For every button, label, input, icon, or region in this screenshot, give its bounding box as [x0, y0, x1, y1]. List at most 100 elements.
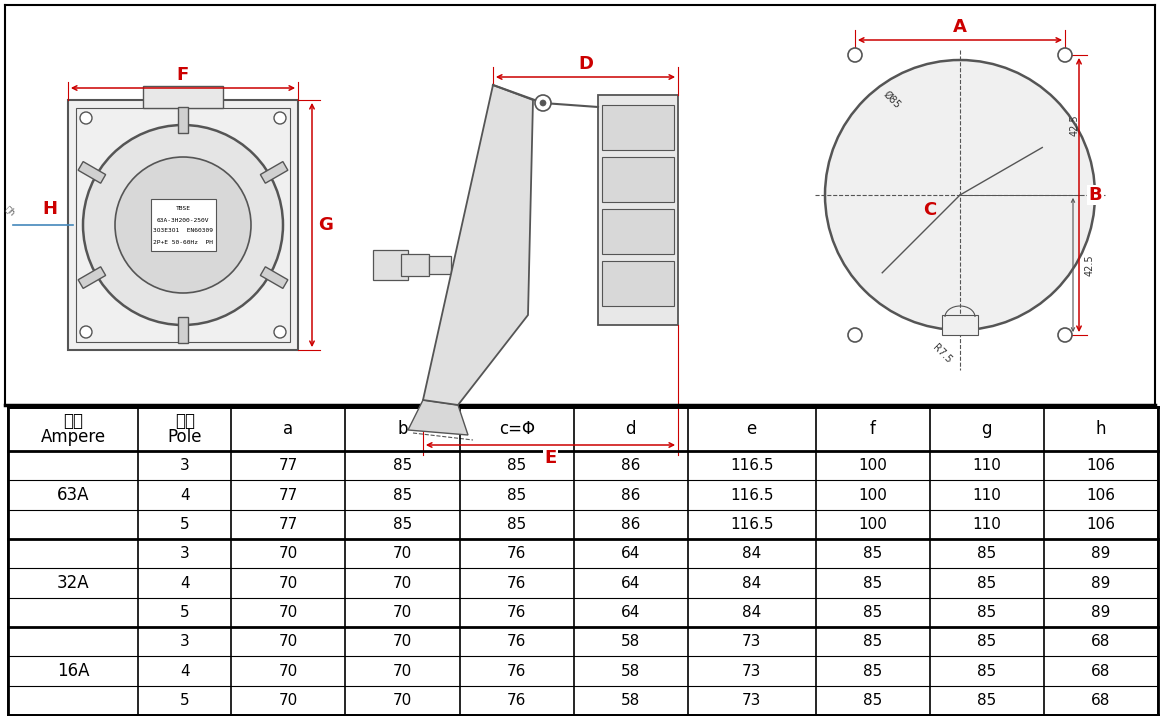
Text: 70: 70 — [393, 693, 412, 708]
Text: 70: 70 — [278, 576, 298, 591]
Text: 16A: 16A — [57, 662, 90, 680]
Text: 106: 106 — [1087, 517, 1115, 532]
Text: G: G — [318, 216, 333, 234]
Circle shape — [80, 112, 92, 124]
Text: 58: 58 — [621, 664, 641, 679]
Text: 临h: 临h — [3, 204, 16, 218]
Text: 42.5: 42.5 — [1085, 254, 1095, 276]
Text: C: C — [924, 201, 937, 219]
Polygon shape — [178, 317, 188, 343]
Text: 42.5: 42.5 — [1069, 114, 1080, 136]
Bar — [602, 157, 675, 202]
Text: 77: 77 — [278, 517, 298, 532]
Text: 68: 68 — [1092, 634, 1110, 649]
Text: 85: 85 — [863, 605, 882, 620]
Text: 85: 85 — [977, 664, 996, 679]
Text: E: E — [544, 449, 557, 467]
Text: a: a — [283, 420, 294, 438]
Bar — [942, 315, 977, 335]
Bar — [598, 95, 678, 325]
Circle shape — [115, 157, 250, 293]
Bar — [602, 261, 675, 306]
Text: 64: 64 — [621, 546, 641, 561]
Bar — [429, 256, 451, 274]
Text: 3: 3 — [179, 546, 190, 561]
Text: 77: 77 — [278, 488, 298, 503]
Text: 85: 85 — [393, 517, 412, 532]
Text: 89: 89 — [1092, 605, 1110, 620]
Text: 70: 70 — [278, 634, 298, 649]
Text: 70: 70 — [393, 546, 412, 561]
Text: 76: 76 — [507, 634, 527, 649]
Polygon shape — [260, 162, 288, 183]
Text: 85: 85 — [977, 546, 996, 561]
Text: 106: 106 — [1087, 488, 1115, 503]
Text: 85: 85 — [977, 576, 996, 591]
Text: 86: 86 — [621, 458, 641, 473]
Text: 5: 5 — [179, 605, 190, 620]
Text: 73: 73 — [742, 664, 762, 679]
Text: 85: 85 — [393, 488, 412, 503]
Text: 77: 77 — [278, 458, 298, 473]
Text: c=Φ: c=Φ — [499, 420, 535, 438]
Text: 110: 110 — [973, 458, 1001, 473]
Text: F: F — [177, 66, 189, 84]
Text: d: d — [626, 420, 636, 438]
Bar — [602, 105, 675, 150]
Text: 64: 64 — [621, 605, 641, 620]
Text: 84: 84 — [742, 546, 762, 561]
Text: h: h — [1096, 420, 1107, 438]
Text: 84: 84 — [742, 576, 762, 591]
Bar — [401, 254, 429, 276]
Polygon shape — [78, 267, 106, 289]
Text: 70: 70 — [278, 546, 298, 561]
Text: 2P+E 50-60Hz  PH: 2P+E 50-60Hz PH — [153, 239, 213, 244]
Text: 3: 3 — [179, 634, 190, 649]
Polygon shape — [178, 107, 188, 132]
Polygon shape — [78, 162, 106, 183]
Text: 110: 110 — [973, 488, 1001, 503]
Text: 63A-3H200-250V: 63A-3H200-250V — [157, 218, 210, 223]
Bar — [602, 209, 675, 254]
Text: 116.5: 116.5 — [730, 517, 774, 532]
Text: 85: 85 — [393, 458, 412, 473]
Text: 3: 3 — [179, 458, 190, 473]
Bar — [76, 108, 290, 342]
Text: 76: 76 — [507, 605, 527, 620]
Text: R7.5: R7.5 — [931, 342, 953, 365]
Text: 63A: 63A — [57, 486, 90, 504]
Text: 76: 76 — [507, 546, 527, 561]
Circle shape — [274, 112, 285, 124]
Text: 85: 85 — [863, 634, 882, 649]
Text: 32A: 32A — [57, 574, 90, 592]
Text: 极数: 极数 — [175, 412, 195, 430]
Text: 安培: 安培 — [63, 412, 83, 430]
Text: H: H — [42, 200, 57, 218]
Bar — [485, 248, 510, 283]
Text: e: e — [747, 420, 757, 438]
Text: 106: 106 — [1087, 458, 1115, 473]
Text: 4: 4 — [179, 488, 190, 503]
Text: 5: 5 — [179, 693, 190, 708]
Text: 5: 5 — [179, 517, 190, 532]
Text: B: B — [1088, 186, 1102, 204]
Text: 85: 85 — [863, 546, 882, 561]
Text: 86: 86 — [621, 488, 641, 503]
Bar — [373, 250, 408, 280]
Text: 4: 4 — [179, 664, 190, 679]
Text: 85: 85 — [977, 605, 996, 620]
Text: 70: 70 — [393, 664, 412, 679]
Text: 76: 76 — [507, 576, 527, 591]
Circle shape — [80, 326, 92, 338]
Text: 100: 100 — [859, 488, 887, 503]
Text: 58: 58 — [621, 634, 641, 649]
Text: 76: 76 — [507, 693, 527, 708]
Text: 73: 73 — [742, 693, 762, 708]
Text: g: g — [982, 420, 993, 438]
Text: 3O3E3O1  EN60309: 3O3E3O1 EN60309 — [153, 228, 213, 233]
Text: 85: 85 — [977, 634, 996, 649]
Text: 110: 110 — [973, 517, 1001, 532]
Text: b: b — [397, 420, 408, 438]
Text: 85: 85 — [507, 488, 527, 503]
Bar — [150, 199, 216, 251]
